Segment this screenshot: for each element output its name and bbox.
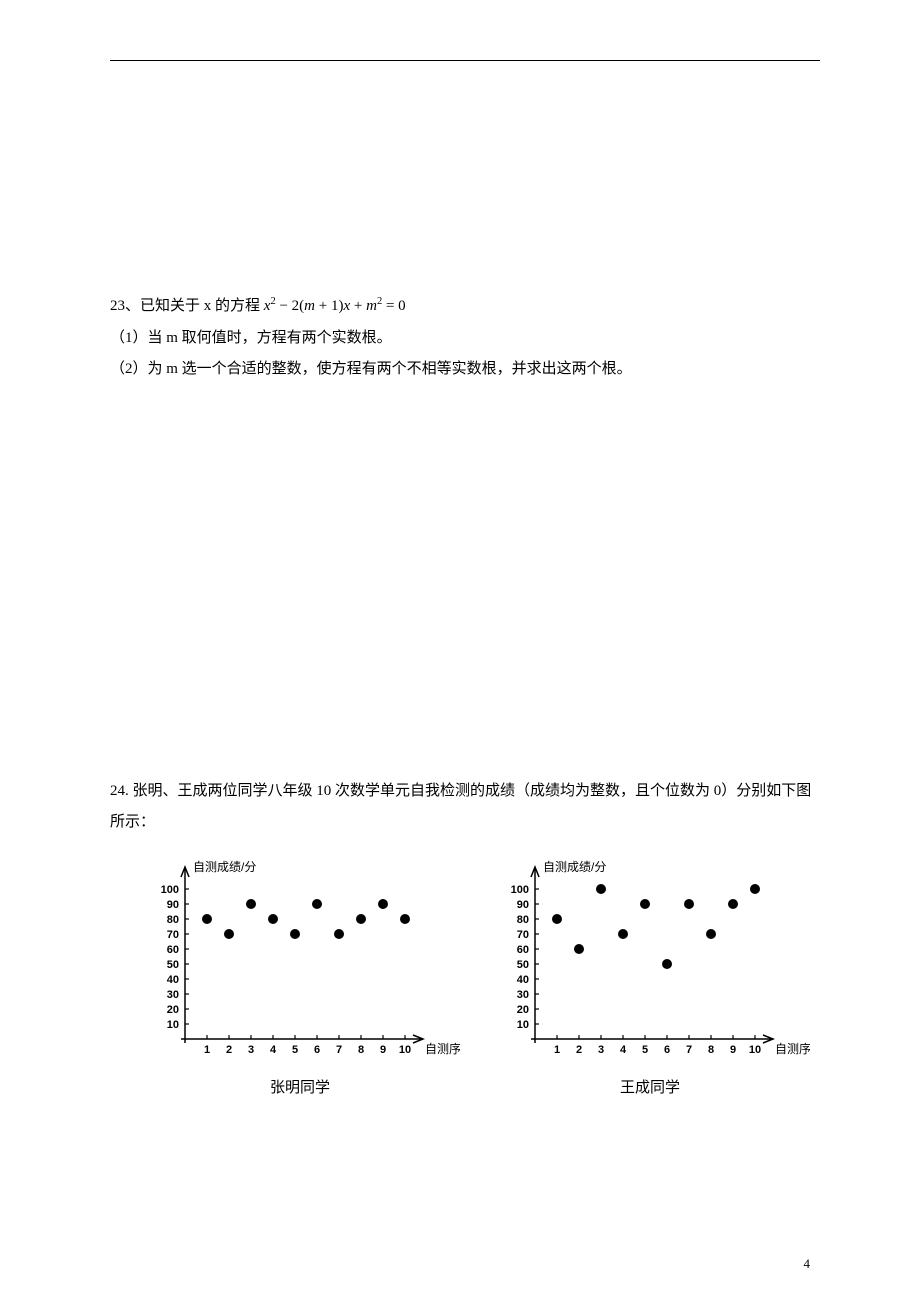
svg-text:自测序号: 自测序号 (775, 1041, 810, 1056)
svg-text:10: 10 (399, 1044, 411, 1056)
q23-part1: （1）当 m 取何值时，方程有两个实数根。 (110, 323, 820, 355)
chart2-wrap: 10 20 30 40 50 60 70 80 90 100 1 2 3 4 5 6 7 8 9 10 自测成绩/分自测… (490, 857, 810, 1105)
q23-stem: 23、已知关于 x 的方程 x2 − 2(m + 1)x + m2 = 0 (110, 291, 820, 323)
svg-text:8: 8 (708, 1044, 714, 1056)
svg-text:10: 10 (517, 1019, 529, 1031)
svg-text:40: 40 (167, 974, 179, 986)
svg-text:60: 60 (517, 944, 529, 956)
chart2-caption: 王成同学 (620, 1073, 680, 1105)
svg-text:30: 30 (517, 989, 529, 1001)
svg-text:自测成绩/分: 自测成绩/分 (543, 860, 606, 874)
question-24: 24. 张明、王成两位同学八年级 10 次数学单元自我检测的成绩（成绩均为整数，… (110, 776, 820, 1105)
svg-text:90: 90 (517, 899, 529, 911)
svg-text:50: 50 (517, 959, 529, 971)
charts-row: 10203040506070809010012345678910自测成绩/分自测… (140, 857, 820, 1105)
svg-text:4: 4 (270, 1044, 277, 1056)
question-23: 23、已知关于 x 的方程 x2 − 2(m + 1)x + m2 = 0 （1… (110, 291, 820, 386)
svg-text:100: 100 (161, 884, 179, 896)
page: 23、已知关于 x 的方程 x2 − 2(m + 1)x + m2 = 0 （1… (0, 0, 920, 1302)
chart1-svg: 10 20 30 40 50 60 70 80 90 100 1 2 3 4 5 6 7 8 9 10 自测成绩/分自测… (140, 857, 460, 1067)
svg-text:20: 20 (517, 1004, 529, 1016)
q23-equation: x2 − 2(m + 1)x + m2 = 0 (264, 298, 406, 314)
chart1-caption: 张明同学 (270, 1073, 330, 1105)
svg-text:100: 100 (511, 884, 529, 896)
svg-text:10: 10 (749, 1044, 761, 1056)
top-rule (110, 60, 820, 61)
svg-text:80: 80 (517, 914, 529, 926)
svg-text:3: 3 (248, 1044, 254, 1056)
svg-text:自测序号: 自测序号 (425, 1041, 460, 1056)
svg-text:7: 7 (686, 1044, 692, 1056)
svg-text:20: 20 (167, 1004, 179, 1016)
q23-number: 23、 (110, 298, 140, 314)
svg-text:2: 2 (226, 1044, 232, 1056)
svg-text:70: 70 (167, 929, 179, 941)
q24-stem: 张明、王成两位同学八年级 10 次数学单元自我检测的成绩（成绩均为整数，且个位数… (110, 783, 811, 831)
svg-text:60: 60 (167, 944, 179, 956)
svg-text:50: 50 (167, 959, 179, 971)
chart2-svg: 10 20 30 40 50 60 70 80 90 100 1 2 3 4 5 6 7 8 9 10 自测成绩/分自测… (490, 857, 810, 1067)
svg-text:10: 10 (167, 1019, 179, 1031)
svg-text:30: 30 (167, 989, 179, 1001)
svg-text:9: 9 (380, 1044, 386, 1056)
svg-text:1: 1 (554, 1044, 560, 1056)
svg-text:70: 70 (517, 929, 529, 941)
q24-number: 24. (110, 783, 133, 799)
svg-text:9: 9 (730, 1044, 736, 1056)
q23-part2: （2）为 m 选一个合适的整数，使方程有两个不相等实数根，并求出这两个根。 (110, 354, 820, 386)
svg-text:80: 80 (167, 914, 179, 926)
svg-text:4: 4 (620, 1044, 627, 1056)
svg-text:3: 3 (598, 1044, 604, 1056)
svg-text:7: 7 (336, 1044, 342, 1056)
page-number: 4 (804, 1256, 811, 1272)
svg-text:5: 5 (292, 1044, 298, 1056)
svg-text:5: 5 (642, 1044, 648, 1056)
svg-text:自测成绩/分: 自测成绩/分 (193, 860, 256, 874)
spacer (110, 386, 820, 776)
svg-text:1: 1 (204, 1044, 210, 1056)
q24-stem-line: 24. 张明、王成两位同学八年级 10 次数学单元自我检测的成绩（成绩均为整数，… (110, 776, 820, 839)
svg-text:6: 6 (314, 1044, 320, 1056)
q23-stem-pre: 已知关于 x 的方程 (140, 298, 264, 314)
svg-text:2: 2 (576, 1044, 582, 1056)
svg-text:6: 6 (664, 1044, 670, 1056)
svg-text:90: 90 (167, 899, 179, 911)
svg-text:8: 8 (358, 1044, 364, 1056)
chart1-wrap: 10 20 30 40 50 60 70 80 90 100 1 2 3 4 5 6 7 8 9 10 自测成绩/分自测… (140, 857, 460, 1105)
svg-text:40: 40 (517, 974, 529, 986)
